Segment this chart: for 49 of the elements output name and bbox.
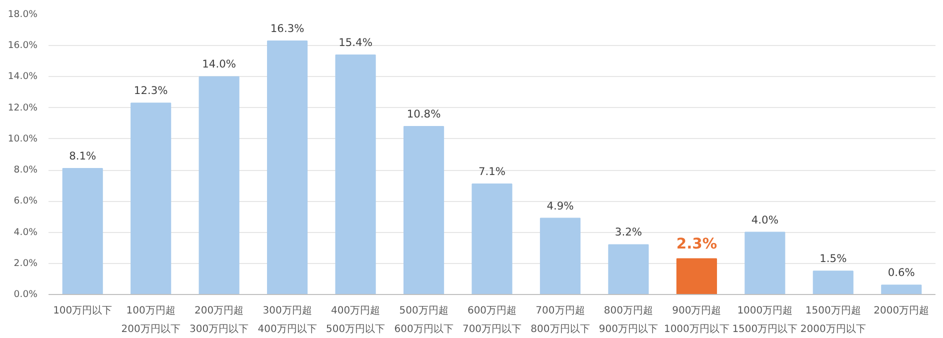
- data-label: 1.5%: [820, 252, 847, 266]
- x-tick-label: 300万円超 400万円以下: [258, 304, 317, 336]
- data-label: 3.2%: [614, 226, 642, 239]
- y-tick-label: 16.0%: [8, 40, 38, 52]
- x-tick-label: 1500万円超 2000万円以下: [800, 304, 866, 336]
- y-tick-label: 12.0%: [8, 102, 38, 114]
- x-tick-label: 600万円超 700万円以下: [462, 304, 522, 336]
- y-tick-label: 18.0%: [8, 9, 38, 20]
- bar: [540, 218, 581, 294]
- bar: [608, 244, 649, 294]
- x-tick-label: 500万円超 600万円以下: [394, 304, 454, 336]
- bar: [335, 54, 376, 294]
- bar: [130, 102, 172, 294]
- bar: [744, 232, 786, 294]
- data-label: 8.1%: [69, 150, 96, 162]
- y-tick-label: 8.0%: [14, 164, 38, 176]
- y-tick-label: 4.0%: [14, 226, 38, 238]
- data-label: 14.0%: [202, 58, 236, 71]
- y-tick-label: 0.0%: [14, 289, 38, 300]
- x-tick-label: 100万円超 200万円以下: [121, 304, 180, 336]
- bar: [472, 184, 512, 294]
- y-tick-label: 2.0%: [14, 258, 38, 269]
- data-label: 10.8%: [406, 108, 441, 120]
- x-tick-label: 100万円以下: [53, 304, 112, 316]
- x-tick-label: 800万円超 900万円以下: [598, 304, 658, 336]
- bar: [676, 258, 717, 294]
- data-label: 12.3%: [134, 84, 168, 98]
- x-tick-label: 700万円超 800万円以下: [530, 304, 590, 336]
- bar: [881, 284, 922, 294]
- y-tick-label: 6.0%: [14, 196, 38, 207]
- data-label: 0.6%: [888, 266, 915, 280]
- data-label: 4.9%: [546, 199, 574, 212]
- bar: [62, 168, 103, 294]
- x-tick-label: 400万円超 500万円以下: [326, 304, 386, 336]
- x-tick-label: 1000万円超 1500万円以下: [732, 304, 798, 336]
- y-tick-label: 10.0%: [8, 133, 38, 144]
- x-tick-label: 900万円超 1000万円以下: [664, 304, 730, 336]
- y-tick-label: 14.0%: [8, 71, 38, 82]
- x-tick-label: 200万円超 300万円以下: [190, 304, 249, 336]
- data-label: 7.1%: [478, 165, 506, 178]
- data-label: 15.4%: [338, 36, 372, 49]
- data-label: 16.3%: [270, 22, 304, 35]
- bar: [812, 270, 854, 294]
- data-label: 4.0%: [751, 213, 778, 226]
- x-tick-label: 2000万円超: [874, 304, 930, 316]
- bar: [267, 40, 308, 294]
- bar: [403, 126, 444, 294]
- bar: [198, 76, 240, 294]
- data-label: 2.3%: [676, 236, 718, 253]
